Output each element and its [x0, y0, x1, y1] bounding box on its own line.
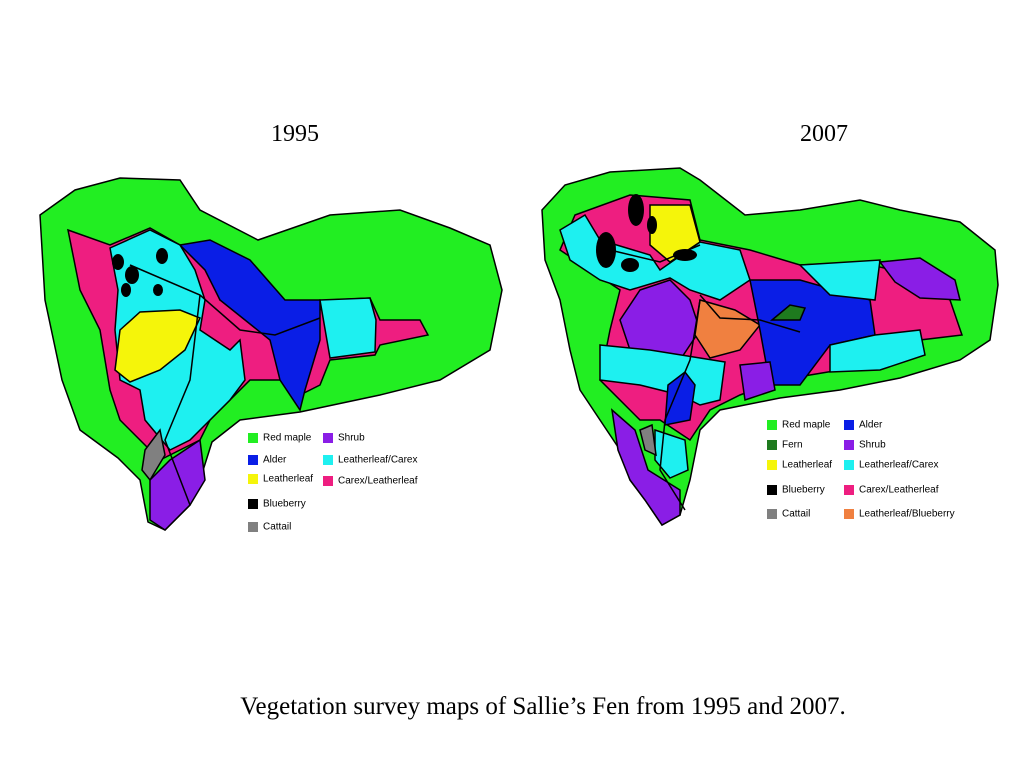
map-1995	[39, 177, 503, 531]
legend-label: Blueberry	[263, 499, 306, 510]
legend-label: Carex/Leatherleaf	[859, 485, 939, 496]
legend-swatch	[844, 485, 854, 495]
legend-label: Leatherleaf	[263, 474, 313, 485]
legend-swatch	[248, 474, 258, 484]
legend-swatch	[248, 522, 258, 532]
legend-swatch	[844, 420, 854, 430]
legend-label: Red maple	[782, 420, 831, 431]
legend-swatch	[767, 485, 777, 495]
legend-swatch	[323, 455, 333, 465]
legend-label: Leatherleaf/Blueberry	[859, 509, 955, 520]
legend-swatch	[767, 509, 777, 519]
legend-swatch	[323, 476, 333, 486]
caption: Vegetation survey maps of Sallie’s Fen f…	[240, 693, 845, 720]
legend-label: Shrub	[859, 440, 886, 451]
legend-label: Alder	[263, 455, 287, 466]
legend-swatch	[844, 460, 854, 470]
legends: Red maple Alder Leatherleaf Blueberry Cattai…	[248, 420, 955, 533]
legend-label: Carex/Leatherleaf	[338, 476, 418, 487]
legend-label: Cattail	[782, 509, 810, 520]
legend-label: Fern	[782, 440, 803, 451]
legend-label: Red maple	[263, 433, 312, 444]
legend-label: Alder	[859, 420, 883, 431]
map-title: 1995	[271, 121, 319, 147]
legend-swatch	[767, 440, 777, 450]
legend-label: Leatherleaf/Carex	[859, 460, 939, 471]
map-title: 2007	[800, 121, 848, 147]
legend-label: Blueberry	[782, 485, 825, 496]
legend-swatch	[248, 433, 258, 443]
legend-swatch	[844, 509, 854, 519]
legend-label: Leatherleaf/Carex	[338, 455, 418, 466]
legend-swatch	[248, 499, 258, 509]
legend-label: Leatherleaf	[782, 460, 832, 471]
map-2007	[541, 167, 999, 526]
legend-swatch	[844, 440, 854, 450]
legend-swatch	[767, 420, 777, 430]
legend-swatch	[767, 460, 777, 470]
legend-swatch	[248, 455, 258, 465]
legend-swatch	[323, 433, 333, 443]
legend-label: Cattail	[263, 522, 291, 533]
legend-label: Shrub	[338, 433, 365, 444]
